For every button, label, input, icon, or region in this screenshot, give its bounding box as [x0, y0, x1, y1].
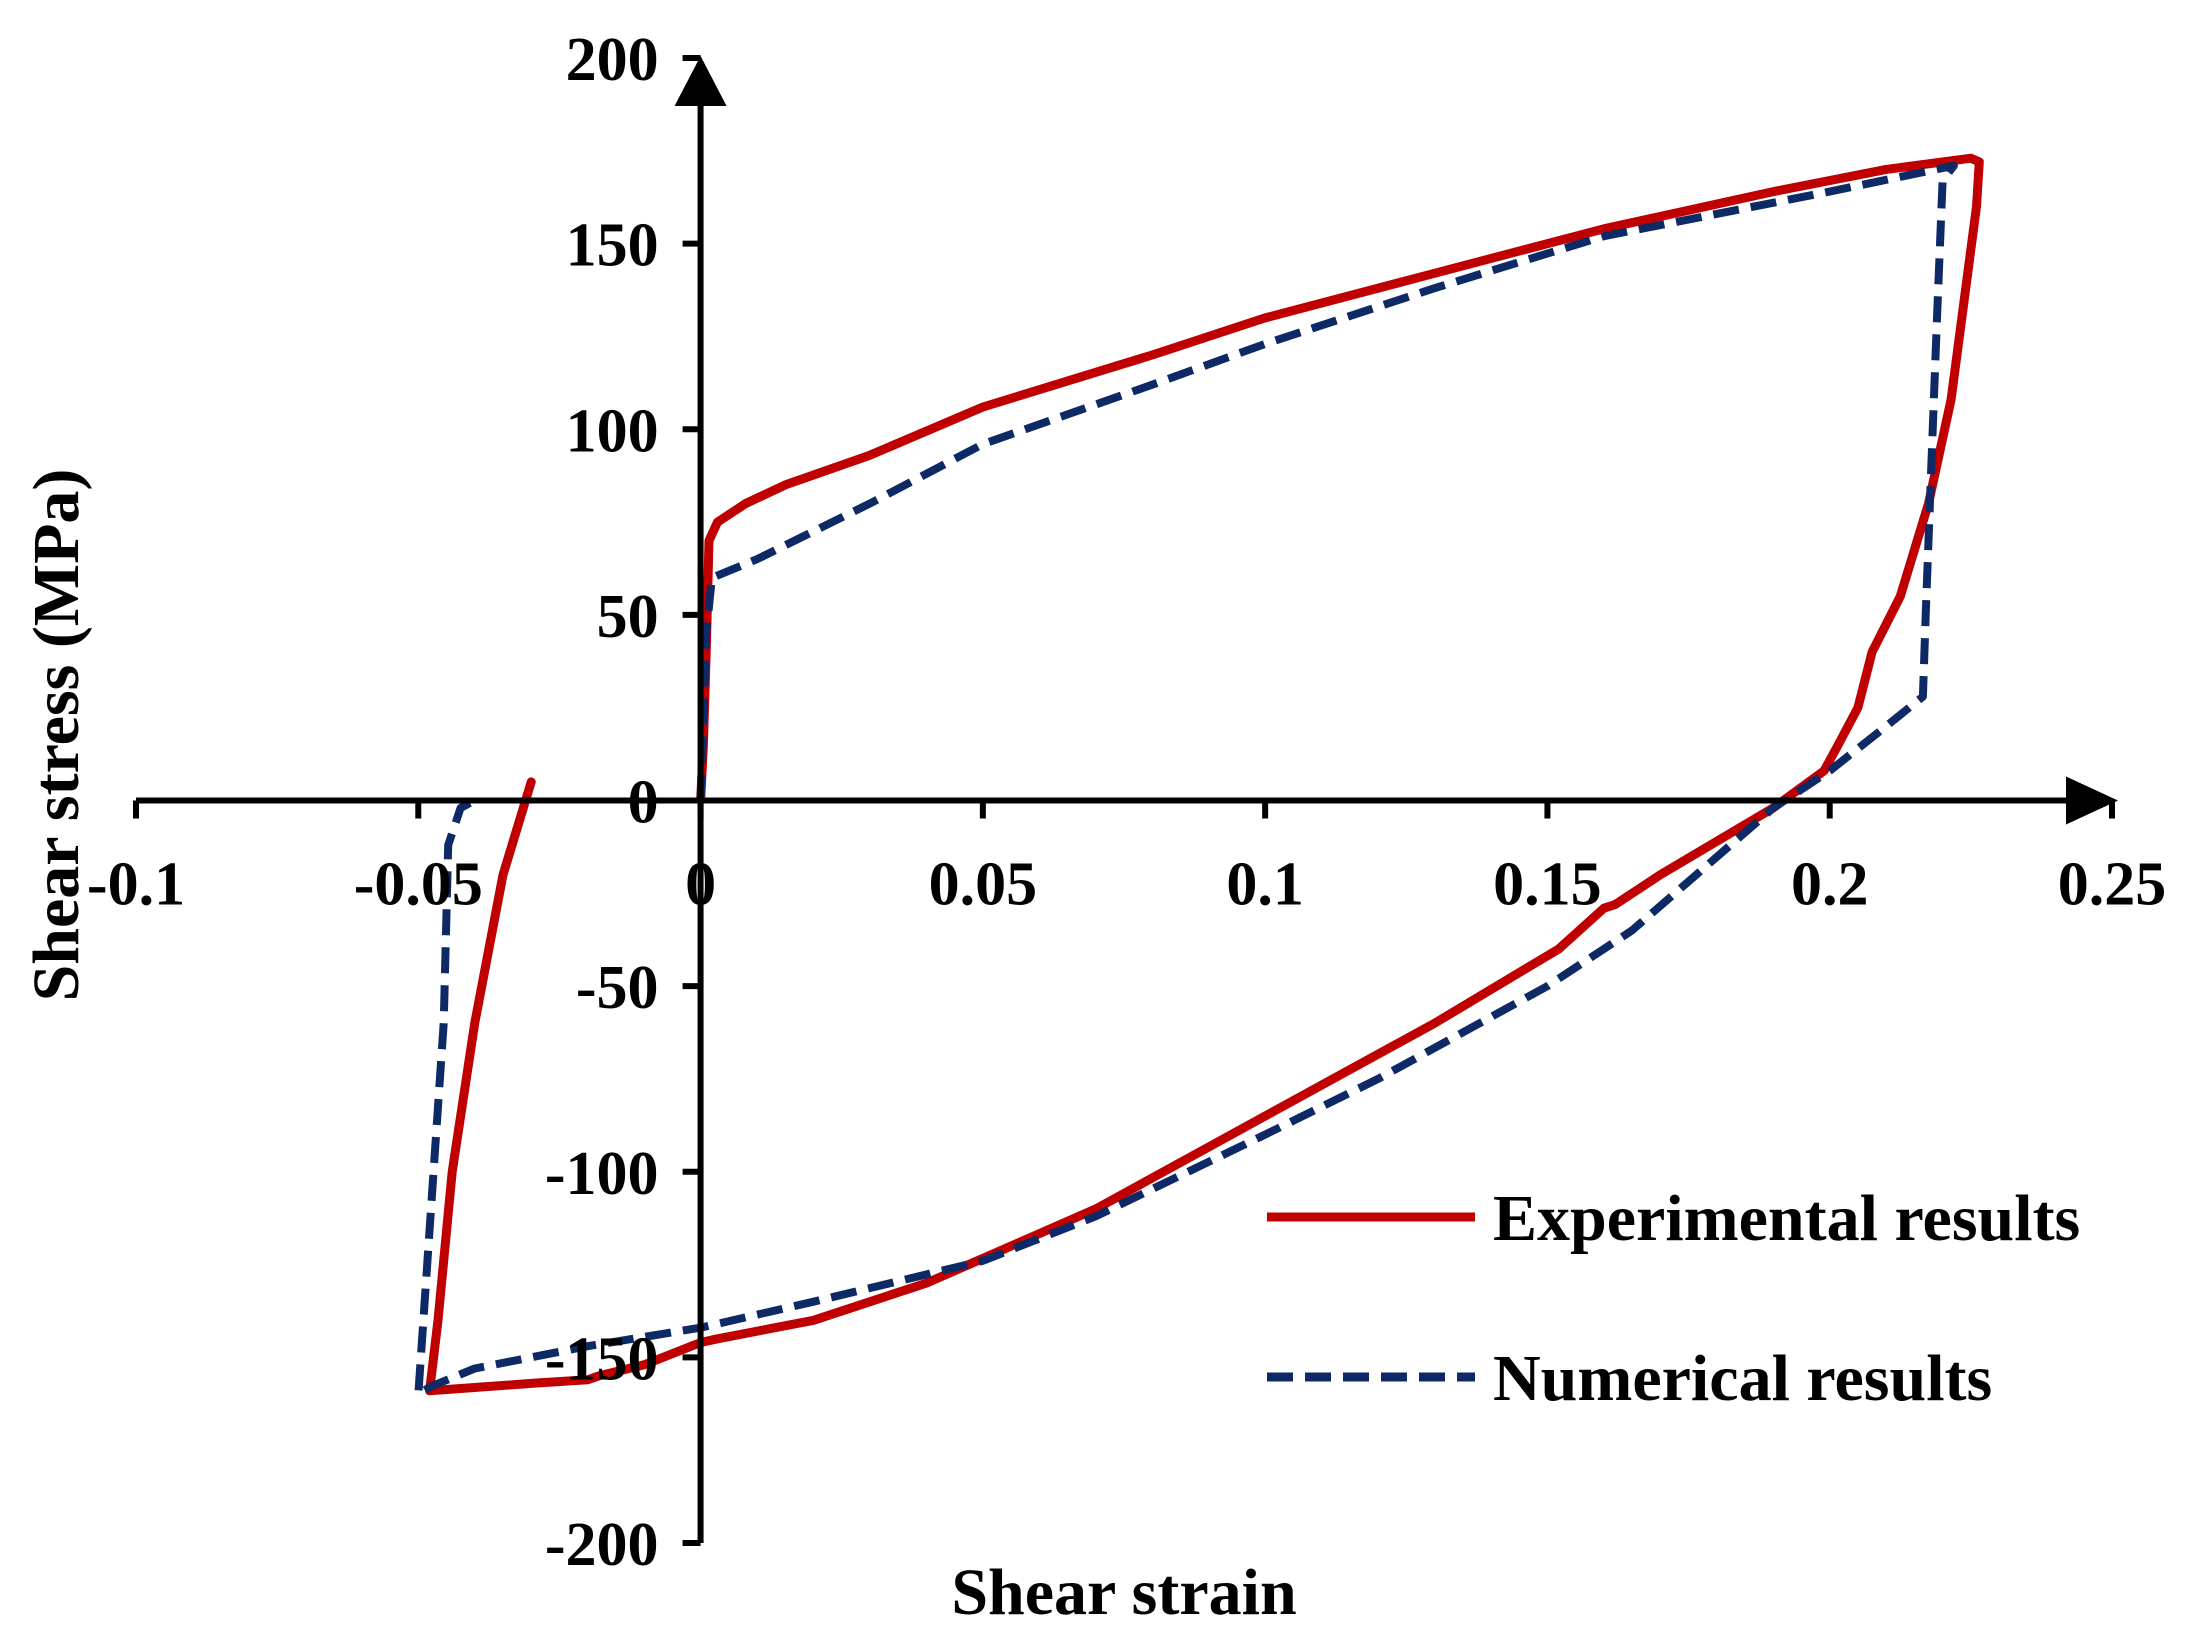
- x-tick-label: 0.25: [2058, 851, 2167, 919]
- x-axis-title: Shear strain: [951, 1556, 1296, 1629]
- legend-label-experimental: Experimental results: [1493, 1182, 2080, 1255]
- y-tick-label: 0: [628, 769, 659, 837]
- x-tick-label: -0.05: [354, 851, 483, 919]
- y-tick-label: 100: [566, 397, 659, 465]
- y-tick-label: 200: [566, 26, 659, 94]
- y-axis-ticks: 200 150 100 50 0 -50 -100 -150 -200: [545, 26, 701, 1579]
- x-tick-label: 0.05: [929, 851, 1038, 919]
- x-axis-ticks: -0.1 -0.05 0 0.05 0.1 0.15 0.2 0.25: [87, 800, 2167, 919]
- x-tick-label: 0.1: [1226, 851, 1304, 919]
- y-axis-title: Shear stress (MPa): [20, 469, 93, 1002]
- x-tick-label: -0.1: [87, 851, 185, 919]
- y-tick-label: -50: [576, 954, 659, 1022]
- y-axis-arrow: [674, 56, 727, 106]
- x-tick-label: 0.15: [1493, 851, 1602, 919]
- y-tick-label: 50: [597, 583, 659, 651]
- y-tick-label: 150: [566, 212, 659, 280]
- series-line-numerical: [414, 161, 1958, 1399]
- series-layer: [414, 153, 1984, 1399]
- x-tick-label: 0.2: [1791, 851, 1869, 919]
- plot-area: 200 150 100 50 0 -50 -100 -150 -200 -0.1 -0.05 0 0.…: [87, 26, 2166, 1579]
- x-tick-label: 0: [685, 851, 716, 919]
- series-line-experimental: [425, 153, 1984, 1396]
- legend-label-numerical: Numerical results: [1493, 1342, 1992, 1415]
- x-axis-arrow: [2066, 776, 2118, 825]
- y-tick-label: -150: [545, 1325, 659, 1393]
- legend: Experimental results Numerical results: [1267, 1182, 2080, 1415]
- y-tick-label: -100: [545, 1140, 659, 1208]
- y-tick-label: -200: [545, 1511, 659, 1579]
